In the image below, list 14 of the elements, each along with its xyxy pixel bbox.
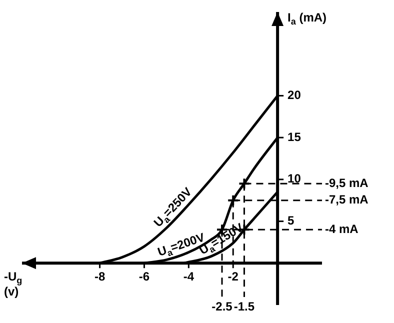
x-tick-label: -4: [183, 269, 194, 284]
y-tick-label: 5: [288, 214, 295, 228]
y-tick-label: 15: [288, 130, 302, 144]
ref-line-label: -9,5 mA: [325, 176, 369, 190]
ref-line-label: -1.5: [234, 299, 255, 314]
x-tick-label: -6: [138, 269, 150, 284]
x-tick-label: -2: [228, 269, 239, 284]
ref-line-label: -4 mA: [325, 222, 359, 236]
y-tick-label: 10: [288, 172, 302, 186]
y-tick-label: 20: [288, 88, 302, 102]
x-tick-label: -8: [94, 269, 106, 284]
point: [238, 178, 250, 190]
ref-line-label: -7,5 mA: [325, 192, 369, 207]
ref-line-label: -2.5: [212, 299, 233, 314]
